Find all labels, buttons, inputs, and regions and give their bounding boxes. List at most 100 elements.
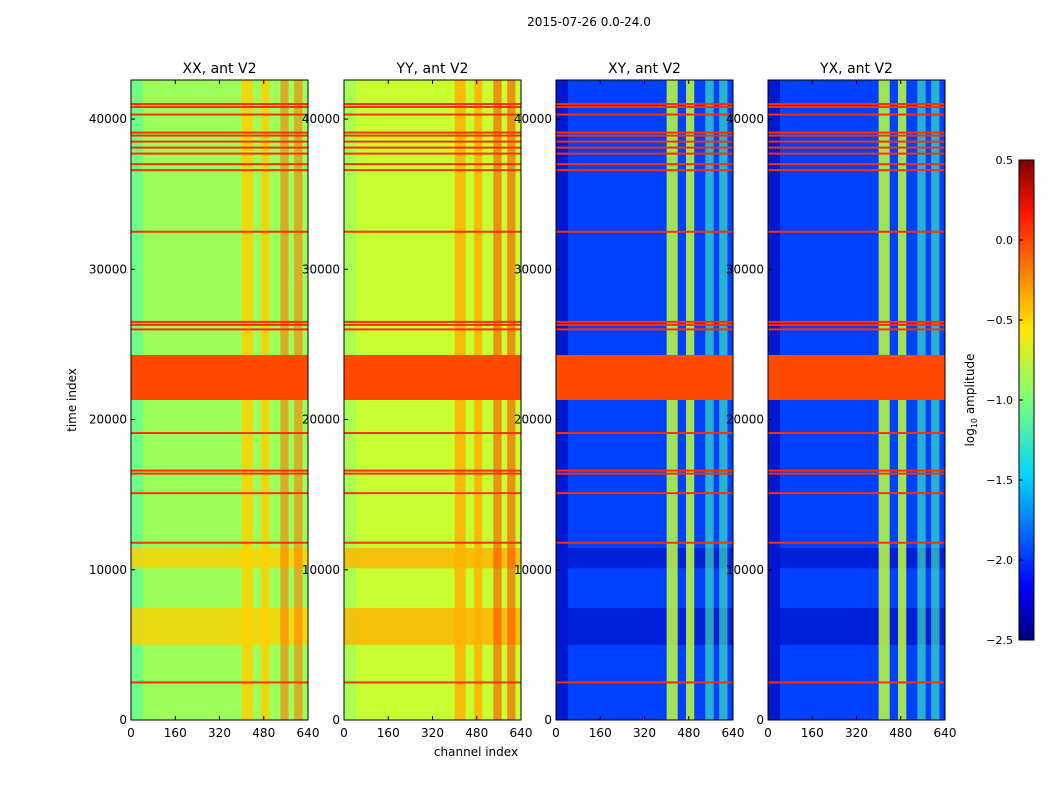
flagged-row — [131, 230, 308, 233]
flagged-row — [768, 103, 945, 106]
x-tick-label: 320 — [208, 726, 231, 740]
panel-3: YX, ant V2 0 160 320 480 640 0 10000 20000 30000 4… — [726, 61, 957, 740]
flagged-row — [556, 103, 733, 106]
panel-1: YY, ant V2 0 160 320 480 640 0 10000 20000 30000 4… — [302, 61, 533, 740]
y-tick-label: 10000 — [514, 563, 552, 577]
flagged-row — [768, 106, 945, 109]
flagged-row — [131, 131, 308, 134]
y-tick-label: 10000 — [726, 563, 764, 577]
flagged-row — [556, 169, 733, 172]
flagged-row — [556, 146, 733, 149]
flagged-time-band — [344, 354, 521, 400]
y-tick-label: 0 — [332, 713, 340, 727]
flagged-row — [556, 230, 733, 233]
flagged-time-band — [556, 354, 733, 400]
x-tick-label: 640 — [722, 726, 745, 740]
colorbar-tick-label: 0.0 — [996, 234, 1014, 247]
elevated-time-band — [768, 608, 945, 645]
x-tick-label: 160 — [801, 726, 824, 740]
flagged-row — [556, 541, 733, 544]
y-tick-label: 40000 — [89, 112, 127, 126]
x-tick-label: 0 — [552, 726, 560, 740]
flagged-row — [768, 146, 945, 149]
y-tick-label: 40000 — [514, 112, 552, 126]
flagged-row — [131, 492, 308, 495]
y-tick-label: 30000 — [302, 262, 340, 276]
x-tick-label: 0 — [127, 726, 135, 740]
x-axis-label: channel index — [434, 745, 518, 759]
flagged-row — [344, 230, 521, 233]
colorbar-tick-label: 0.5 — [996, 154, 1014, 167]
x-tick-label: 160 — [589, 726, 612, 740]
flagged-row — [556, 140, 733, 143]
x-tick-label: 320 — [633, 726, 656, 740]
flagged-row — [344, 432, 521, 435]
elevated-time-band — [556, 608, 733, 645]
flagged-row — [344, 328, 521, 331]
flagged-row — [556, 320, 733, 323]
flagged-row — [344, 541, 521, 544]
flagged-row — [344, 152, 521, 155]
x-tick-label: 160 — [377, 726, 400, 740]
flagged-row — [131, 113, 308, 116]
flagged-row — [768, 152, 945, 155]
y-tick-label: 30000 — [514, 262, 552, 276]
flagged-row — [344, 131, 521, 134]
flagged-row — [768, 323, 945, 326]
flagged-row — [556, 106, 733, 109]
flagged-row — [768, 541, 945, 544]
colorbar-tick-label: −0.5 — [986, 314, 1013, 327]
flagged-row — [344, 320, 521, 323]
colorbar-label: log10 amplitude — [963, 354, 979, 447]
panel-title: XY, ant V2 — [608, 61, 681, 77]
panel-2: XY, ant V2 0 160 320 480 640 0 10000 20000 30000 4… — [514, 61, 745, 740]
flagged-row — [556, 323, 733, 326]
panel-title: XX, ant V2 — [183, 61, 257, 77]
x-tick-label: 320 — [845, 726, 868, 740]
colorbar-tick-label: −1.0 — [986, 394, 1013, 407]
flagged-row — [768, 432, 945, 435]
flagged-row — [131, 134, 308, 137]
flagged-row — [556, 113, 733, 116]
flagged-row — [344, 106, 521, 109]
flagged-row — [131, 140, 308, 143]
flagged-row — [344, 146, 521, 149]
flagged-row — [556, 328, 733, 331]
flagged-row — [131, 146, 308, 149]
flagged-row — [768, 320, 945, 323]
flagged-row — [344, 469, 521, 472]
flagged-row — [556, 681, 733, 684]
x-tick-label: 640 — [934, 726, 957, 740]
y-tick-label: 40000 — [726, 112, 764, 126]
y-tick-label: 30000 — [726, 262, 764, 276]
flagged-row — [556, 163, 733, 166]
x-tick-label: 480 — [889, 726, 912, 740]
flagged-time-band — [768, 354, 945, 400]
y-tick-label: 0 — [756, 713, 764, 727]
flagged-row — [556, 134, 733, 137]
flagged-row — [131, 541, 308, 544]
x-tick-label: 0 — [764, 726, 772, 740]
x-tick-label: 640 — [297, 726, 320, 740]
y-tick-label: 20000 — [89, 413, 127, 427]
x-tick-label: 480 — [252, 726, 275, 740]
flagged-row — [131, 432, 308, 435]
flagged-row — [344, 323, 521, 326]
flagged-row — [556, 432, 733, 435]
panel-0: XX, ant V2 0 160 320 480 640 0 10000 20000 30000 4… — [89, 61, 320, 740]
flagged-row — [768, 492, 945, 495]
flagged-row — [556, 469, 733, 472]
flagged-row — [131, 169, 308, 172]
x-tick-label: 640 — [510, 726, 533, 740]
flagged-row — [768, 230, 945, 233]
colorbar-tick-label: −1.5 — [986, 474, 1013, 487]
flagged-row — [131, 106, 308, 109]
x-tick-label: 320 — [421, 726, 444, 740]
flagged-row — [344, 113, 521, 116]
flagged-row — [768, 134, 945, 137]
colorbar-tick-label: −2.5 — [986, 634, 1013, 647]
flagged-row — [556, 131, 733, 134]
colorbar: log10 amplitude 0.5 0.0 −0.5 −1.0 −1.5 −2.0 −2… — [963, 154, 1035, 647]
panel-title: YY, ant V2 — [396, 61, 469, 77]
